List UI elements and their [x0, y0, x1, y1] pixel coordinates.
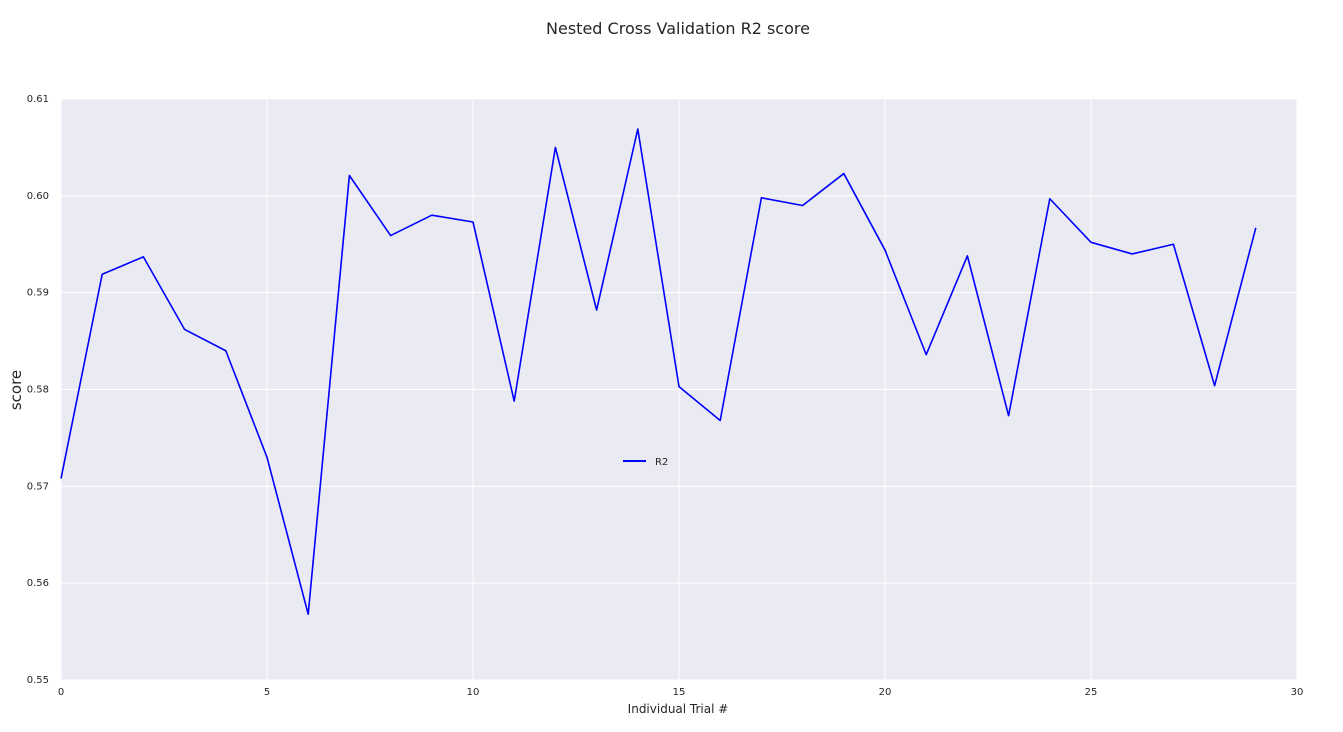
chart-title: Nested Cross Validation R2 score: [546, 19, 810, 38]
y-tick-label: 0.61: [27, 94, 49, 105]
x-tick-label: 15: [673, 687, 686, 698]
grid: [60, 98, 1298, 681]
y-tick-label: 0.59: [27, 288, 49, 299]
x-tick-label: 5: [264, 687, 270, 698]
y-tick-label: 0.56: [27, 578, 49, 589]
y-tick-label: 0.57: [27, 481, 49, 492]
legend: R2: [623, 457, 668, 468]
x-axis-label: Individual Trial #: [628, 702, 729, 716]
y-tick-label: 0.60: [27, 191, 49, 202]
x-tick-label: 30: [1291, 687, 1304, 698]
x-tick-labels: 0 5 10 15 20 25 30: [58, 687, 1304, 698]
series-line-r2: [60, 128, 1257, 615]
x-tick-label: 10: [467, 687, 480, 698]
legend-label-r2: R2: [655, 457, 668, 468]
x-tick-label: 0: [58, 687, 64, 698]
y-axis-label: score: [7, 370, 25, 410]
y-tick-labels: 0.55 0.56 0.57 0.58 0.59 0.60 0.61: [27, 94, 49, 686]
y-tick-label: 0.55: [27, 675, 49, 686]
x-tick-label: 25: [1085, 687, 1098, 698]
y-tick-label: 0.58: [27, 385, 49, 396]
x-tick-label: 20: [879, 687, 892, 698]
series-group: [60, 128, 1257, 615]
